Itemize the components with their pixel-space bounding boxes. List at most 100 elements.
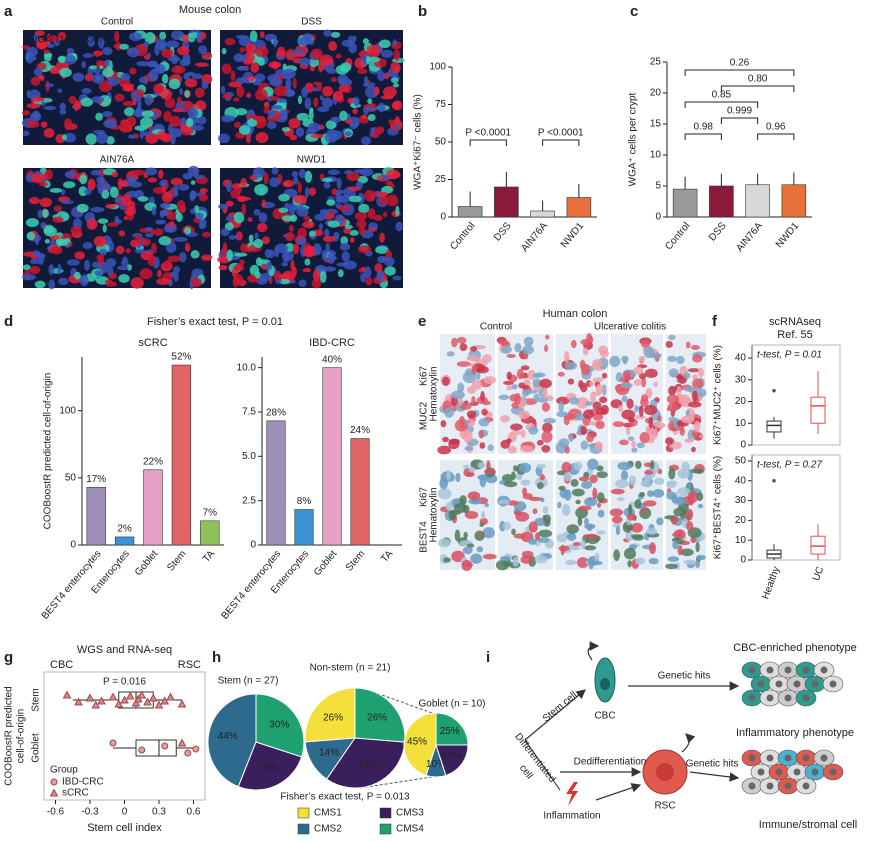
cell [115,245,125,255]
cell [254,232,259,240]
nucleus [802,754,810,762]
cell [264,101,270,111]
micrograph [664,460,706,570]
cell [558,401,564,413]
cell [330,116,343,123]
cell [576,557,589,568]
cell [484,468,496,474]
cell [26,102,41,109]
micrograph [556,458,608,570]
legend-swatch [297,807,310,819]
bar [709,185,734,218]
y-tick-label: 40 [735,353,747,364]
cell [234,263,245,272]
cell [617,461,632,471]
nucleus [784,754,792,762]
cell [226,249,234,262]
cell [86,218,98,230]
cell [218,265,228,271]
cell [236,85,245,98]
bar [781,184,807,218]
x-tick-label: 0.6 [187,807,201,818]
cell [143,172,149,179]
cell [583,533,598,539]
cell [395,221,403,232]
cell [150,229,155,236]
cell [557,501,562,509]
cell [695,560,700,569]
cell [194,212,204,220]
cell [385,194,399,207]
legend-label: IBD-CRC [62,777,104,788]
row-label: MUC2 [419,401,430,430]
cell [597,509,605,518]
micrograph [437,334,497,455]
cell [112,71,119,80]
cell [308,57,320,67]
cell [474,530,485,541]
cell [293,194,308,204]
chart-title: WGS and RNA-seq [77,644,172,656]
cell [156,277,170,286]
cell [699,434,704,439]
cell [154,64,166,75]
cell [572,542,582,547]
x-tick-label: Goblet [312,548,340,578]
cell [291,170,299,178]
point [120,695,129,704]
cell [565,361,578,370]
cell [245,43,256,54]
cell [87,36,95,48]
cell [119,43,129,50]
cell [568,433,574,443]
cell [502,521,512,530]
cell [573,461,583,471]
cell [385,180,393,186]
cell [457,382,465,393]
cell [246,92,252,99]
cell [155,219,166,225]
outlier [772,478,776,483]
cell [534,532,541,541]
cell [198,220,204,230]
cell [258,212,268,223]
cell [667,355,677,363]
diagram-label: Inflammatory phenotype [736,727,854,739]
cell [648,416,654,429]
cell [544,344,549,353]
cell [288,117,301,129]
nucleus [757,680,765,688]
cell [684,438,694,443]
point [62,690,72,699]
cell [61,134,67,141]
cell [476,546,484,553]
cell [190,124,204,131]
cell [121,194,132,206]
cell [580,382,588,393]
cell [683,559,697,565]
pie-slice [435,744,469,777]
panel-label: i [486,649,490,666]
cell [376,270,384,283]
cell [536,482,544,490]
cell [198,45,208,55]
y-tick-label: 20 [735,396,747,407]
self-renewal-arrow [681,733,696,753]
cell [541,444,551,453]
cell [381,256,388,262]
cell [185,117,194,128]
cell [240,177,247,188]
cell [79,274,89,287]
data-label: 10% [426,759,446,770]
cell [256,276,268,285]
cell [141,110,154,118]
cell [158,169,164,179]
cell [683,372,691,379]
annotation: 0.80 [748,74,768,85]
data-label: 24% [350,425,370,436]
cell [644,473,652,483]
cell [33,67,43,77]
y-tick-label: 15 [650,119,662,130]
cell [458,415,466,428]
